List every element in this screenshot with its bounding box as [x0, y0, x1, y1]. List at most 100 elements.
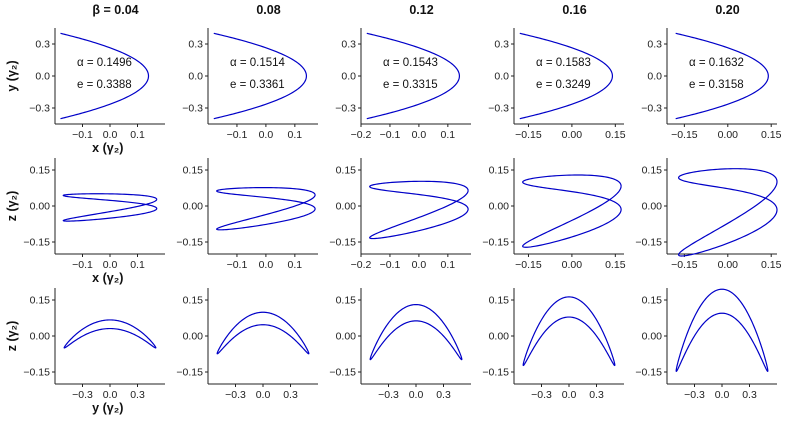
y-tick-label: 0.15: [489, 165, 510, 177]
x-tick-label: 0.00: [718, 129, 739, 141]
orbit-curve: [216, 311, 310, 355]
eccentricity-label: e = 0.3361: [230, 79, 285, 91]
y-tick-label: 0.00: [642, 201, 663, 213]
y-tick-label: −0.15: [23, 367, 50, 379]
y-tick-label: −0.3: [335, 103, 356, 115]
y-tick-label: 0.00: [336, 331, 357, 343]
y-tick-label: 0.15: [30, 295, 51, 307]
y-tick-label: 0.0: [188, 71, 203, 83]
x-tick-label: −0.3: [72, 389, 93, 401]
eccentricity-label: e = 0.3158: [689, 79, 744, 91]
panel-xz-2: 0.15 0.00 −0.15 −0.2 −0.1 0.0 0.1: [329, 158, 471, 271]
x-tick-label: 0.0: [715, 389, 730, 401]
panel-yz-2: 0.15 0.00 −0.15 −0.3 0.0 0.3: [329, 288, 471, 401]
x-tick-label: −0.1: [227, 129, 248, 141]
x-tick-label: −0.1: [227, 259, 248, 271]
y-tick-label: 0.3: [188, 39, 203, 51]
orbit-curve: [675, 32, 769, 120]
y-tick-label: 0.15: [336, 295, 357, 307]
x-axis-label: x (γ₂): [92, 271, 123, 285]
panel-yz-1: 0.15 0.00 −0.15 −0.3 0.0 0.3: [176, 288, 318, 401]
column-title-4: 0.20: [715, 3, 739, 17]
panel-xy-3: 0.3 0.0 −0.3 −0.15 0.00 0.15 α = 0.1583 e = 0.3…: [488, 28, 626, 141]
panel-xz-0: 0.15 0.00 −0.15 −0.1 0.0 0.1 z (γ₂) x (γ₂): [5, 158, 165, 285]
column-title-0: β = 0.04: [92, 3, 138, 17]
orbit-curve: [63, 319, 157, 349]
y-tick-label: 0.00: [336, 201, 357, 213]
y-tick-label: −0.3: [182, 103, 203, 115]
y-tick-label: 0.3: [494, 39, 509, 51]
x-tick-label: 0.1: [288, 129, 303, 141]
y-tick-label: −0.15: [329, 237, 356, 249]
panel-xy-2: 0.3 0.0 −0.3 −0.2 −0.1 0.0 0.1 α = 0.1543 e = 0.…: [335, 28, 471, 141]
x-tick-label: −0.15: [671, 259, 698, 271]
x-tick-label: 0.15: [605, 259, 626, 271]
column-title-1: 0.08: [256, 3, 280, 17]
x-tick-label: −0.1: [380, 259, 401, 271]
x-tick-label: 0.0: [103, 389, 118, 401]
x-tick-label: 0.0: [259, 129, 274, 141]
x-tick-label: 0.15: [761, 129, 782, 141]
y-tick-label: 0.0: [494, 71, 509, 83]
orbit-curve: [216, 186, 316, 231]
panel-xy-0: 0.3 0.0 −0.3 −0.1 0.0 0.1 α = 0.1496 e = 0.3388…: [5, 28, 165, 155]
panel-xz-4: 0.15 0.00 −0.15 −0.15 0.00 0.15: [635, 158, 782, 271]
y-tick-label: 0.00: [642, 331, 663, 343]
x-tick-label: 0.0: [409, 389, 424, 401]
y-tick-label: 0.00: [183, 331, 204, 343]
column-title-2: 0.12: [409, 3, 433, 17]
x-tick-label: −0.1: [72, 129, 93, 141]
y-tick-label: 0.0: [647, 71, 662, 83]
x-tick-label: −0.15: [671, 129, 698, 141]
x-tick-label: 0.1: [288, 259, 303, 271]
x-tick-label: −0.1: [72, 259, 93, 271]
x-tick-label: 0.3: [130, 389, 145, 401]
y-tick-label: −0.15: [23, 237, 50, 249]
y-axis-label: z (γ₂): [5, 321, 19, 352]
x-tick-label: 0.3: [742, 389, 757, 401]
x-tick-label: 0.15: [761, 259, 782, 271]
orbit-curve: [213, 32, 308, 120]
x-tick-label: 0.1: [130, 259, 145, 271]
x-axis-label: y (γ₂): [92, 401, 123, 415]
eccentricity-label: e = 0.3249: [536, 79, 591, 91]
alpha-label: α = 0.1543: [383, 57, 438, 69]
x-tick-label: −0.1: [380, 129, 401, 141]
y-tick-label: 0.00: [489, 331, 510, 343]
y-tick-label: −0.15: [176, 367, 203, 379]
orbit-curve: [677, 168, 778, 257]
alpha-label: α = 0.1514: [230, 57, 286, 69]
x-tick-label: −0.3: [684, 389, 705, 401]
y-tick-label: 0.00: [30, 331, 51, 343]
y-tick-label: −0.3: [488, 103, 509, 115]
y-tick-label: −0.15: [482, 367, 509, 379]
x-tick-label: 0.3: [283, 389, 298, 401]
x-tick-label: 0.1: [130, 129, 145, 141]
x-tick-label: 0.0: [103, 259, 118, 271]
y-tick-label: 0.00: [30, 201, 51, 213]
panel-xz-3: 0.15 0.00 −0.15 −0.15 0.00 0.15: [482, 158, 626, 271]
panel-xz-1: 0.15 0.00 −0.15 −0.1 0.0 0.1: [176, 158, 318, 271]
orbit-curve: [369, 303, 463, 361]
eccentricity-label: e = 0.3315: [383, 79, 438, 91]
x-tick-label: 0.15: [605, 129, 626, 141]
x-tick-label: 0.3: [436, 389, 451, 401]
y-tick-label: −0.15: [176, 237, 203, 249]
orbit-curve: [519, 32, 614, 120]
panel-xy-4: 0.3 0.0 −0.3 −0.15 0.00 0.15 α = 0.1632 e = 0.3…: [641, 28, 782, 141]
x-tick-label: 0.1: [441, 259, 456, 271]
x-tick-label: 0.0: [256, 389, 271, 401]
orbit-curve: [62, 193, 158, 222]
y-tick-label: 0.15: [30, 165, 51, 177]
orbit-curve: [366, 32, 461, 120]
x-tick-label: 0.1: [441, 129, 456, 141]
y-tick-label: 0.3: [647, 39, 662, 51]
alpha-label: α = 0.1583: [536, 57, 591, 69]
eccentricity-label: e = 0.3388: [77, 79, 132, 91]
y-tick-label: −0.3: [29, 103, 50, 115]
x-axis-label: x (γ₂): [92, 141, 123, 155]
panel-yz-0: 0.15 0.00 −0.15 −0.3 0.0 0.3 z (γ₂) y (γ₂): [5, 288, 165, 415]
y-tick-label: 0.15: [642, 165, 663, 177]
orbit-curve: [522, 174, 622, 248]
panel-xy-1: 0.3 0.0 −0.3 −0.1 0.0 0.1 α = 0.1514 e = 0.3361: [182, 28, 318, 141]
